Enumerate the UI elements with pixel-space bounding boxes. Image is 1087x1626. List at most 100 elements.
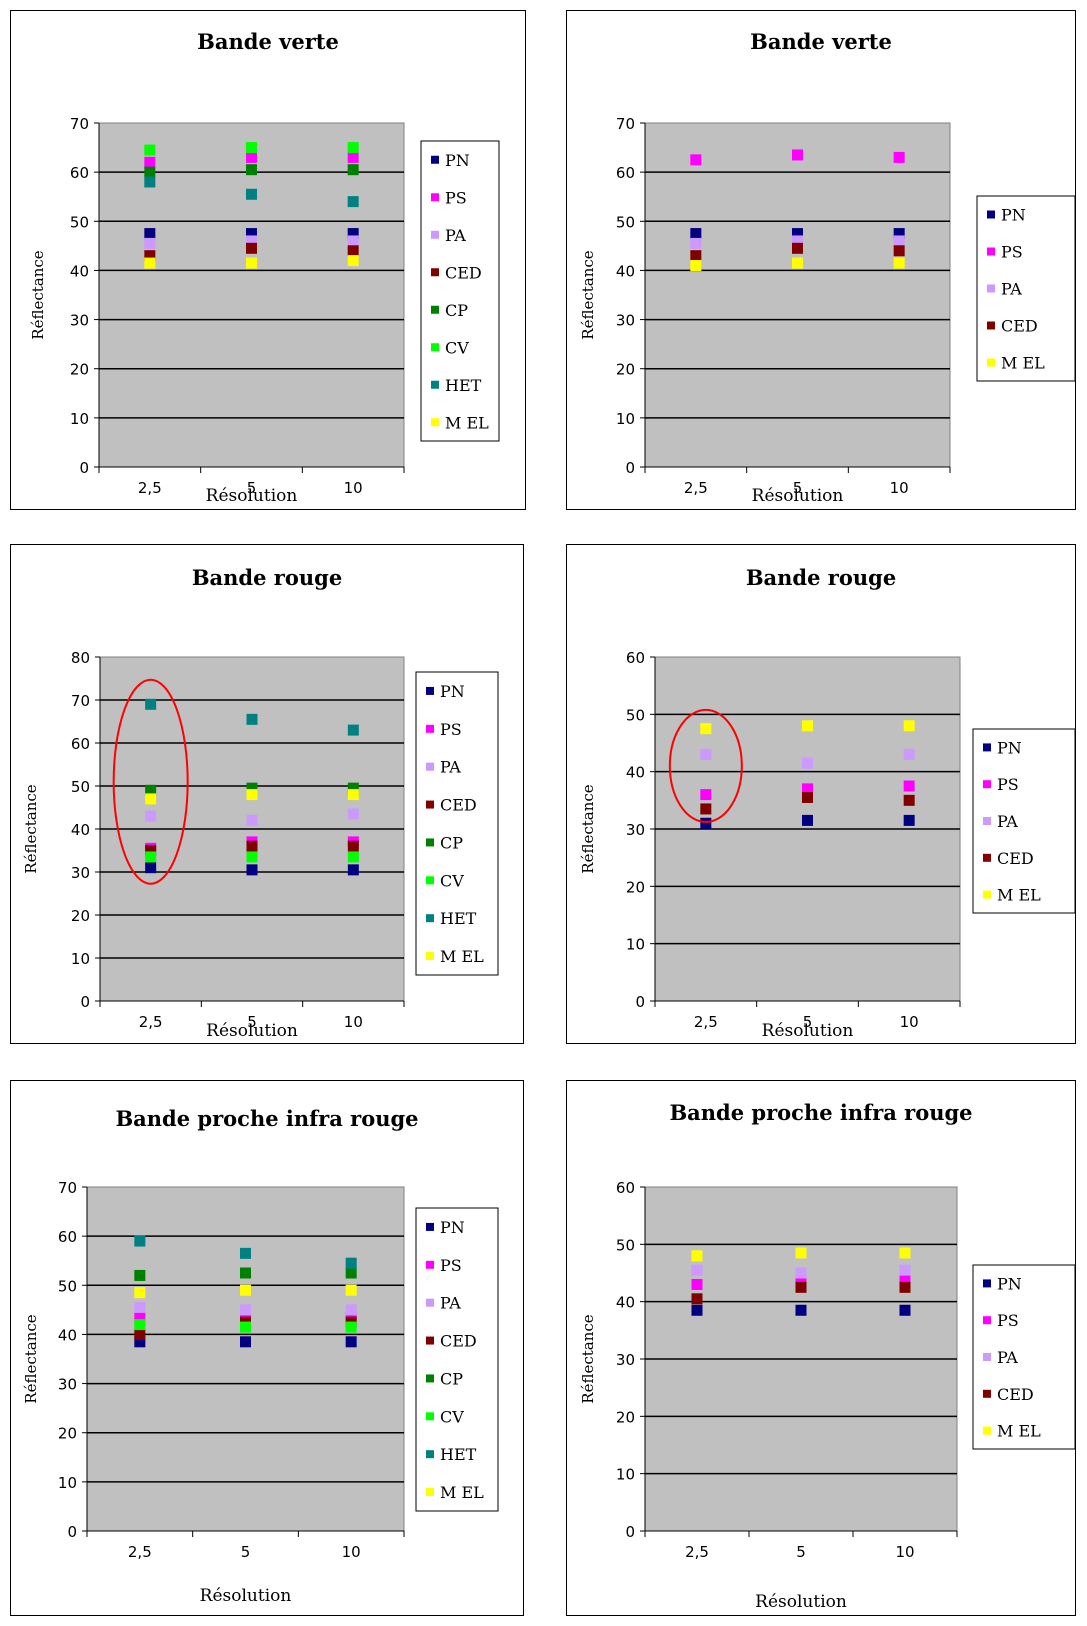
data-point-mel	[893, 257, 905, 269]
x-axis-label: Résolution	[752, 486, 844, 506]
chart-panel: Bande verte 0 10 20 30 40 50 60 70 2,5 5 10 Résoluti…	[10, 10, 526, 510]
y-tick-label: 10	[71, 950, 90, 968]
y-tick-label: 50	[626, 706, 645, 724]
data-point-pa	[690, 237, 702, 249]
data-point-pa	[246, 235, 257, 247]
data-point-pa	[347, 235, 359, 247]
legend-label-het: HET	[440, 1445, 477, 1464]
data-point-mel	[246, 257, 257, 269]
data-point-pn	[700, 817, 712, 829]
data-point-ced	[893, 245, 905, 257]
data-point-mel	[700, 723, 712, 735]
data-point-het	[246, 188, 257, 200]
legend-swatch-mel	[987, 358, 995, 367]
legend-swatch-pn	[983, 1279, 991, 1288]
data-point-mel	[899, 1247, 911, 1259]
legend-box	[415, 671, 499, 976]
data-point-ced	[145, 845, 157, 856]
data-point-het	[246, 713, 258, 725]
data-point-pa	[899, 1264, 911, 1276]
legend: PN PS PA CED M EL	[976, 195, 1075, 382]
legend-swatch-ced	[983, 1389, 991, 1398]
legend-swatch-pn	[987, 210, 995, 219]
y-tick-label: 50	[616, 1236, 635, 1254]
legend-swatch-pn	[983, 743, 991, 752]
y-tick-label: 70	[71, 692, 90, 710]
legend-label-ps: PS	[1001, 243, 1023, 262]
plot-area	[644, 122, 951, 468]
data-point-cp	[145, 784, 157, 796]
x-tick-label: 10	[344, 479, 363, 497]
legend-swatch-mel	[426, 1488, 434, 1497]
y-tick-label: 70	[70, 115, 89, 133]
y-tick-label: 40	[616, 1294, 635, 1312]
legend-label-pa: PA	[445, 226, 466, 245]
data-point-ced	[246, 242, 257, 254]
legend-swatch-cp	[431, 305, 439, 314]
legend-swatch-ced	[983, 853, 991, 862]
y-tick-label: 20	[616, 361, 635, 379]
legend-swatch-mel	[983, 890, 991, 899]
legend-label-ps: PS	[445, 188, 467, 207]
data-point-het	[347, 724, 359, 736]
legend-swatch-ced	[426, 800, 434, 809]
highlight-ellipse	[112, 678, 189, 885]
legend-swatch-ps	[426, 724, 434, 733]
legend-label-cp: CP	[445, 301, 468, 320]
data-point-pa	[792, 235, 803, 247]
chart-title: Bande proche infra rouge	[115, 1106, 418, 1131]
y-tick-label: 20	[58, 1425, 77, 1443]
data-point-mel	[690, 260, 702, 272]
y-tick-label: 40	[70, 262, 89, 280]
legend-swatch-ced	[987, 321, 995, 330]
y-tick-label: 0	[625, 1523, 635, 1541]
data-point-pa	[134, 1301, 146, 1313]
legend-label-ced: CED	[445, 263, 482, 282]
data-point-pa	[246, 814, 258, 826]
x-axis-label: Résolution	[755, 1592, 847, 1612]
legend-label-pa: PA	[997, 1348, 1018, 1367]
legend-label-pn: PN	[997, 1274, 1022, 1293]
x-tick-label: 5	[803, 1013, 813, 1031]
data-point-cp	[144, 166, 156, 178]
chart-panel: Bande verte 0 10 20 30 40 50 60 70 2,5 5 10 Résoluti…	[566, 10, 1076, 510]
x-tick-label: 5	[247, 1013, 257, 1031]
data-point-cv	[246, 142, 257, 154]
legend-swatch-cp	[426, 1374, 434, 1383]
data-point-ced	[144, 250, 156, 262]
legend-label-pn: PN	[997, 738, 1022, 757]
y-tick-label: 10	[626, 936, 645, 954]
data-point-pa	[700, 748, 712, 760]
data-point-mel	[347, 789, 359, 801]
data-point-ced	[795, 1281, 807, 1293]
data-point-pn	[893, 228, 905, 240]
legend-label-het: HET	[440, 909, 477, 928]
legend-swatch-ps	[983, 1316, 991, 1325]
data-point-ps	[690, 154, 702, 166]
legend-box	[415, 1207, 499, 1512]
data-point-ced	[246, 840, 258, 852]
legend-label-cp: CP	[440, 833, 463, 852]
data-point-ced	[691, 1293, 703, 1305]
y-tick-label: 60	[71, 735, 90, 753]
x-axis-label: Résolution	[206, 1021, 298, 1041]
chart-svg: Bande rouge 0 10 20 30 40 50 60 2,5 5 10 Résolution…	[579, 565, 1075, 1041]
x-tick-label: 5	[793, 479, 803, 497]
legend-label-pn: PN	[440, 682, 465, 701]
data-point-cp	[240, 1267, 251, 1279]
legend-label-ced: CED	[997, 1385, 1034, 1404]
legend-swatch-pn	[426, 686, 434, 695]
x-tick-label: 5	[241, 1543, 251, 1561]
data-point-cv	[144, 144, 156, 156]
legend-box	[976, 195, 1075, 382]
data-point-pn	[690, 228, 702, 240]
data-point-ced	[700, 803, 712, 815]
data-point-ps	[700, 789, 712, 801]
legend-swatch-mel	[983, 1426, 991, 1435]
data-point-cv	[145, 851, 157, 863]
legend-swatch-pa	[983, 817, 991, 825]
chart-title: Bande rouge	[192, 565, 342, 590]
x-tick-label: 2,5	[139, 1013, 163, 1031]
legend-swatch-cv	[426, 876, 434, 885]
legend-label-het: HET	[445, 376, 482, 395]
